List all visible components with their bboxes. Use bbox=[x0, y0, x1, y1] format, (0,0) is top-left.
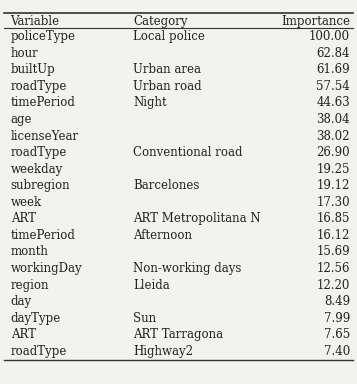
Text: licenseYear: licenseYear bbox=[11, 129, 79, 142]
Text: 15.69: 15.69 bbox=[316, 245, 350, 258]
Text: dayType: dayType bbox=[11, 312, 61, 324]
Text: 16.12: 16.12 bbox=[317, 229, 350, 242]
Text: 8.49: 8.49 bbox=[324, 295, 350, 308]
Text: 19.12: 19.12 bbox=[317, 179, 350, 192]
Text: ART: ART bbox=[11, 212, 36, 225]
Text: 17.30: 17.30 bbox=[316, 196, 350, 209]
Text: 7.65: 7.65 bbox=[324, 328, 350, 341]
Text: 38.04: 38.04 bbox=[316, 113, 350, 126]
Text: 12.56: 12.56 bbox=[316, 262, 350, 275]
Text: month: month bbox=[11, 245, 49, 258]
Text: builtUp: builtUp bbox=[11, 63, 55, 76]
Text: hour: hour bbox=[11, 47, 38, 60]
Text: 62.84: 62.84 bbox=[316, 47, 350, 60]
Text: ART Metropolitana N: ART Metropolitana N bbox=[133, 212, 261, 225]
Text: Importance: Importance bbox=[281, 15, 350, 28]
Text: Non-working days: Non-working days bbox=[133, 262, 241, 275]
Text: 26.90: 26.90 bbox=[316, 146, 350, 159]
Text: weekday: weekday bbox=[11, 162, 63, 175]
Text: day: day bbox=[11, 295, 32, 308]
Text: 16.85: 16.85 bbox=[316, 212, 350, 225]
Text: workingDay: workingDay bbox=[11, 262, 82, 275]
Text: subregion: subregion bbox=[11, 179, 70, 192]
Text: Lleida: Lleida bbox=[133, 278, 170, 291]
Text: 38.02: 38.02 bbox=[316, 129, 350, 142]
Text: region: region bbox=[11, 278, 49, 291]
Text: Variable: Variable bbox=[11, 15, 60, 28]
Text: Conventional road: Conventional road bbox=[133, 146, 242, 159]
Text: timePeriod: timePeriod bbox=[11, 96, 75, 109]
Text: ART Tarragona: ART Tarragona bbox=[133, 328, 223, 341]
Text: Category: Category bbox=[133, 15, 187, 28]
Text: 12.20: 12.20 bbox=[317, 278, 350, 291]
Text: 19.25: 19.25 bbox=[316, 162, 350, 175]
Text: week: week bbox=[11, 196, 42, 209]
Text: Highway2: Highway2 bbox=[133, 345, 193, 358]
Text: ART: ART bbox=[11, 328, 36, 341]
Text: roadType: roadType bbox=[11, 345, 67, 358]
Text: 61.69: 61.69 bbox=[316, 63, 350, 76]
Text: Night: Night bbox=[133, 96, 167, 109]
Text: 7.40: 7.40 bbox=[324, 345, 350, 358]
Text: Urban area: Urban area bbox=[133, 63, 201, 76]
Text: 57.54: 57.54 bbox=[316, 80, 350, 93]
Text: Barcelones: Barcelones bbox=[133, 179, 200, 192]
Text: 7.99: 7.99 bbox=[324, 312, 350, 324]
Text: policeType: policeType bbox=[11, 30, 76, 43]
Text: Afternoon: Afternoon bbox=[133, 229, 192, 242]
Text: roadType: roadType bbox=[11, 146, 67, 159]
Text: roadType: roadType bbox=[11, 80, 67, 93]
Text: 100.00: 100.00 bbox=[309, 30, 350, 43]
Text: Urban road: Urban road bbox=[133, 80, 202, 93]
Text: Sun: Sun bbox=[133, 312, 156, 324]
Text: age: age bbox=[11, 113, 32, 126]
Text: timePeriod: timePeriod bbox=[11, 229, 75, 242]
Text: Local police: Local police bbox=[133, 30, 205, 43]
Text: 44.63: 44.63 bbox=[316, 96, 350, 109]
